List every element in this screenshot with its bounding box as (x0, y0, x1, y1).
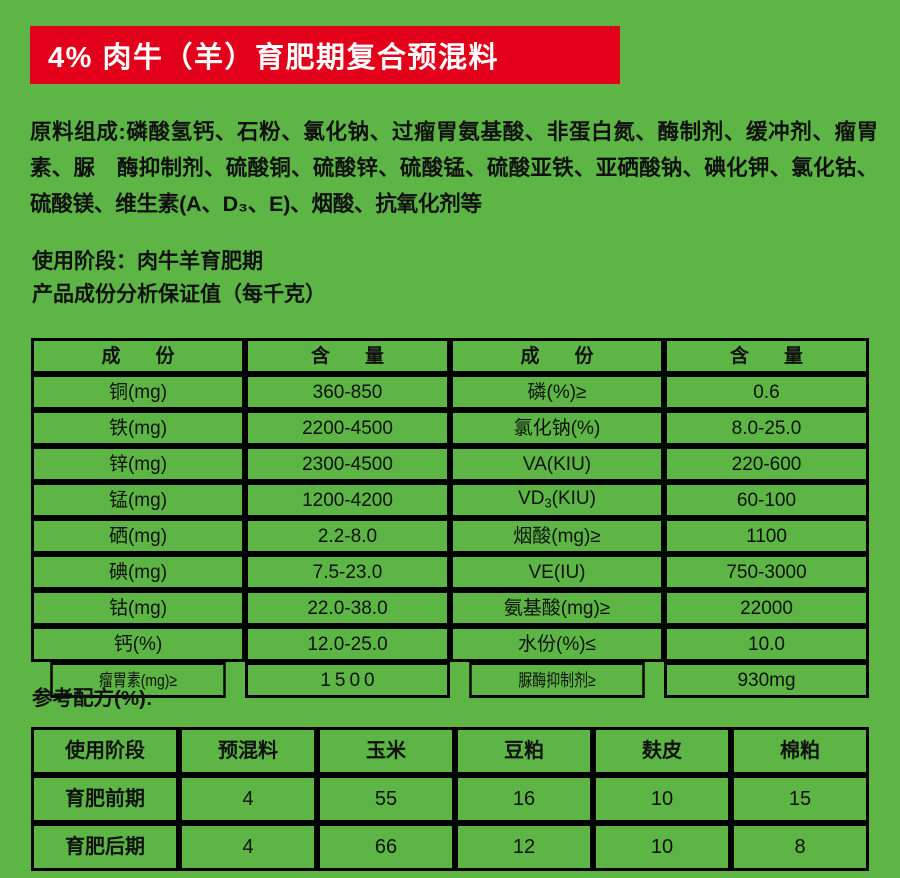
table-row: 铁(mg) 2200-4500 氯化钠(%) 8.0-25.0 (31, 410, 869, 446)
reference-formula-heading: 参考配方(%): (32, 687, 153, 710)
cell-component-right: 脲酶抑制剂≥ (469, 662, 645, 698)
cell-cotton-meal: 15 (731, 775, 869, 823)
cell-amount-left: 7.5-23.0 (245, 554, 450, 590)
table-row: 钴(mg) 22.0-38.0 氨基酸(mg)≥ 22000 (31, 590, 869, 626)
cell-bran: 10 (593, 775, 731, 823)
cell-component-left: 瘤胃素(mg)≥ (50, 662, 226, 698)
cell-component-right: 氨基酸(mg)≥ (450, 590, 664, 626)
column-header-component-right: 成 份 (450, 338, 664, 374)
cell-component-left: 钴(mg) (31, 590, 245, 626)
cell-component-left: 铜(mg) (31, 374, 245, 410)
cell-amount-right: 8.0-25.0 (664, 410, 869, 446)
cell-soybean-meal: 12 (455, 823, 593, 871)
cell-cotton-meal: 8 (731, 823, 869, 871)
cell-component-right: 磷(%)≥ (450, 374, 664, 410)
cell-corn: 55 (317, 775, 455, 823)
cell-component-right: VD3(KIU) (450, 482, 664, 518)
cell-amount-left: 2200-4500 (245, 410, 450, 446)
cell-stage: 育肥后期 (31, 823, 179, 871)
cell-soybean-meal: 16 (455, 775, 593, 823)
table-row: 铜(mg) 360-850 磷(%)≥ 0.6 (31, 374, 869, 410)
cell-amount-left: 1500 (245, 662, 450, 698)
cell-component-right: 烟酸(mg)≥ (450, 518, 664, 554)
cell-component-left: 钙(%) (31, 626, 245, 662)
ingredient-label: 原料组成: (30, 120, 126, 144)
ingredient-text: 磷酸氢钙、石粉、氯化钠、过瘤胃氨基酸、非蛋白氮、酶制剂、缓冲剂、瘤胃素、脲 酶抑… (30, 120, 878, 216)
table-row: 硒(mg) 2.2-8.0 烟酸(mg)≥ 1100 (31, 518, 869, 554)
cell-amount-right: 0.6 (664, 374, 869, 410)
cell-amount-left: 360-850 (245, 374, 450, 410)
cell-amount-left: 12.0-25.0 (245, 626, 450, 662)
column-header-component-left: 成 份 (31, 338, 245, 374)
stage-info-block: 使用阶段：肉牛羊育肥期 产品成份分析保证值（每千克） (32, 245, 326, 311)
column-header-cotton-meal: 棉粕 (731, 727, 869, 775)
cell-amount-left: 2300-4500 (245, 446, 450, 482)
ingredient-composition: 原料组成:磷酸氢钙、石粉、氯化钠、过瘤胃氨基酸、非蛋白氮、酶制剂、缓冲剂、瘤胃素… (30, 114, 878, 222)
cell-component-left: 铁(mg) (31, 410, 245, 446)
cell-corn: 66 (317, 823, 455, 871)
nutrition-analysis-table: 成 份 含 量 成 份 含 量 铜(mg) 360-850 磷(%)≥ 0.6 … (31, 338, 869, 698)
column-header-bran: 麸皮 (593, 727, 731, 775)
table-row: 锌(mg) 2300-4500 VA(KIU) 220-600 (31, 446, 869, 482)
column-header-premix: 预混料 (179, 727, 317, 775)
column-header-amount-right: 含 量 (664, 338, 869, 374)
usage-stage-line: 使用阶段：肉牛羊育肥期 (32, 250, 263, 273)
cell-component-left: 硒(mg) (31, 518, 245, 554)
table-row: 碘(mg) 7.5-23.0 VE(IU) 750-3000 (31, 554, 869, 590)
cell-amount-left: 1200-4200 (245, 482, 450, 518)
cell-bran: 10 (593, 823, 731, 871)
cell-amount-right: 930mg (664, 662, 869, 698)
table-row: 钙(%) 12.0-25.0 水份(%)≤ 10.0 (31, 626, 869, 662)
cell-amount-right: 10.0 (664, 626, 869, 662)
cell-component-left: 锌(mg) (31, 446, 245, 482)
cell-component-right: 氯化钠(%) (450, 410, 664, 446)
cell-amount-left: 2.2-8.0 (245, 518, 450, 554)
column-header-stage: 使用阶段 (31, 727, 179, 775)
cell-component-left: 锰(mg) (31, 482, 245, 518)
cell-premix: 4 (179, 823, 317, 871)
cell-amount-right: 60-100 (664, 482, 869, 518)
column-header-amount-left: 含 量 (245, 338, 450, 374)
page-title: 4% 肉牛（羊）育肥期复合预混料 (48, 42, 499, 74)
cell-amount-right: 750-3000 (664, 554, 869, 590)
reference-formula-table: 使用阶段 预混料 玉米 豆粕 麸皮 棉粕 育肥前期 4 55 16 10 15 … (31, 727, 869, 871)
cell-amount-left: 22.0-38.0 (245, 590, 450, 626)
table-row: 育肥前期 4 55 16 10 15 (31, 775, 869, 823)
cell-amount-right: 22000 (664, 590, 869, 626)
cell-stage: 育肥前期 (31, 775, 179, 823)
cell-component-right: 水份(%)≤ (450, 626, 664, 662)
cell-amount-right: 1100 (664, 518, 869, 554)
title-banner: 4% 肉牛（羊）育肥期复合预混料 (30, 26, 620, 84)
guarantee-label-line: 产品成份分析保证值（每千克） (32, 283, 326, 306)
table-row: 锰(mg) 1200-4200 VD3(KIU) 60-100 (31, 482, 869, 518)
column-header-corn: 玉米 (317, 727, 455, 775)
table-row: 瘤胃素(mg)≥ 1500 脲酶抑制剂≥ 930mg (31, 662, 869, 698)
table-header-row: 成 份 含 量 成 份 含 量 (31, 338, 869, 374)
cell-premix: 4 (179, 775, 317, 823)
table-row: 育肥后期 4 66 12 10 8 (31, 823, 869, 871)
table-header-row: 使用阶段 预混料 玉米 豆粕 麸皮 棉粕 (31, 727, 869, 775)
cell-component-left: 碘(mg) (31, 554, 245, 590)
cell-component-right: VA(KIU) (450, 446, 664, 482)
cell-component-right: VE(IU) (450, 554, 664, 590)
column-header-soybean-meal: 豆粕 (455, 727, 593, 775)
cell-amount-right: 220-600 (664, 446, 869, 482)
